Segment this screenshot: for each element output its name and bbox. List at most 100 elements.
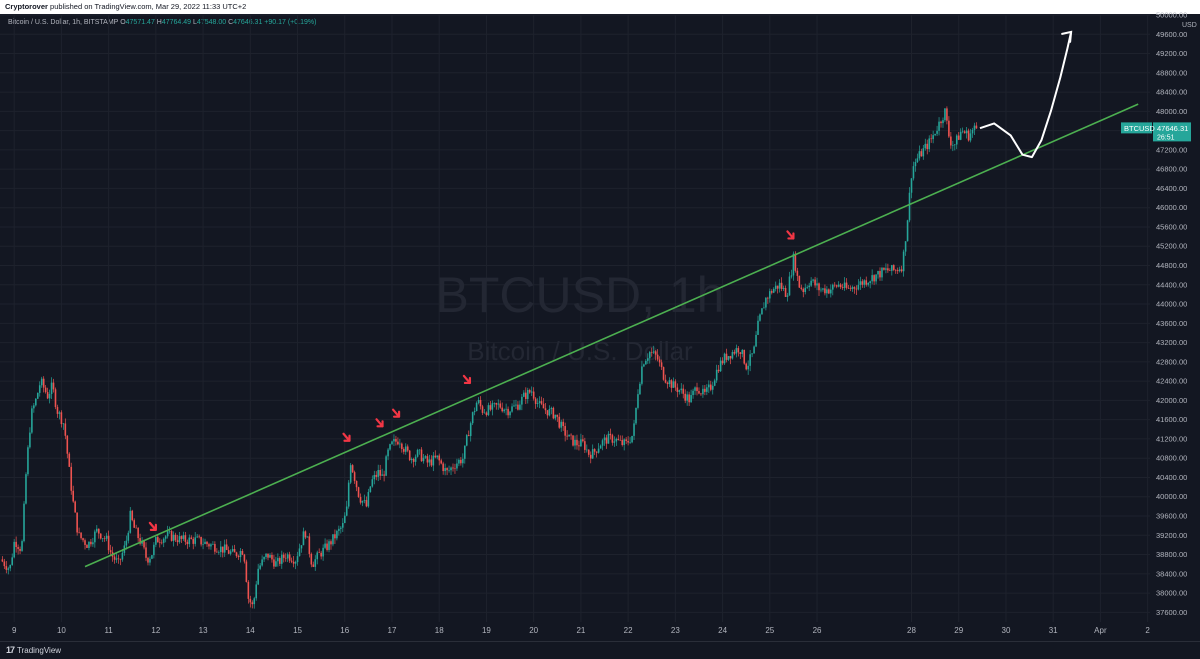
candle-body: [898, 269, 901, 272]
candle-body: [788, 276, 791, 296]
candle-body: [654, 351, 657, 355]
high-label: H: [156, 19, 162, 26]
candle-body: [64, 423, 67, 436]
price-tick-label: 48000.00: [1156, 107, 1187, 116]
candle-body: [184, 535, 187, 542]
candle-body: [401, 443, 403, 450]
candle-body: [828, 289, 830, 294]
watermark-symbol: BTCUSD, 1h: [436, 267, 725, 323]
candle-body: [231, 548, 234, 552]
time-tick-label: 16: [340, 626, 349, 635]
candle-body: [621, 440, 624, 445]
price-tick-label: 43600.00: [1156, 319, 1187, 328]
candle-body: [410, 459, 413, 461]
candle-body: [765, 297, 767, 308]
price-tick-label: 40400.00: [1156, 473, 1187, 482]
author-name[interactable]: Cryptorover: [5, 2, 48, 11]
candle-body: [747, 365, 749, 370]
candle-body: [688, 394, 690, 403]
candle-body: [103, 538, 106, 539]
candle-body: [414, 456, 417, 462]
projection-line[interactable]: [979, 31, 1073, 159]
candle-body: [674, 381, 677, 388]
candle-body: [172, 534, 175, 541]
candle-body: [513, 405, 515, 407]
candle-body: [300, 545, 303, 549]
price-axis[interactable]: 37600.00 38000.00 38400.00 38800.00 39200.00…: [1156, 11, 1197, 617]
candle-body: [365, 500, 368, 507]
candle-body: [202, 544, 204, 545]
candle-body: [818, 283, 820, 291]
candle-body: [149, 558, 151, 563]
candle-body: [709, 384, 712, 390]
candle-body: [869, 281, 871, 283]
tradingview-logo[interactable]: 17 TradingView: [6, 645, 61, 655]
symbol-title[interactable]: Bitcoin / U.S. Dollar, 1h, BITSTAMP: [8, 19, 119, 26]
candle-body: [914, 161, 917, 167]
time-tick-label: 2: [1145, 626, 1150, 635]
low-label: L: [193, 19, 197, 26]
candle-body: [806, 287, 809, 288]
candle-body: [776, 285, 779, 289]
projection-path[interactable]: [979, 30, 1073, 159]
candle-body: [13, 541, 15, 558]
candle-body: [465, 435, 468, 446]
candle-body: [113, 556, 116, 560]
time-axis[interactable]: 9 10 11 12 13 14 15 16 17 18 19 20 21 22 23 24 25 26 28 29 3…: [12, 626, 1150, 635]
candle-body: [58, 412, 61, 414]
candle-body: [684, 393, 686, 401]
tradingview-brand: TradingView: [17, 645, 62, 655]
candle-body: [757, 320, 759, 335]
support-trendline[interactable]: [84, 103, 1139, 568]
candle-body: [446, 468, 448, 471]
candle-body: [857, 284, 860, 290]
candle-body: [162, 538, 165, 543]
candle-body: [542, 403, 545, 409]
candle-body: [603, 437, 606, 441]
candle-body: [428, 459, 431, 463]
candle-body: [497, 403, 500, 405]
candle-body: [778, 282, 781, 289]
candle-body: [491, 403, 494, 410]
candle-body: [178, 536, 181, 543]
candle-body: [119, 558, 122, 560]
candle-body: [62, 423, 65, 425]
candle-body: [666, 382, 669, 385]
candle-body: [534, 398, 537, 404]
last-price-label: BTCUSD 47646.31 26:51: [1121, 122, 1191, 142]
candle-body: [357, 487, 360, 497]
price-tick-label: 44800.00: [1156, 261, 1187, 270]
candle-body: [426, 456, 429, 463]
candle-body: [493, 403, 496, 404]
candle-body: [402, 449, 405, 452]
candle-body: [458, 459, 460, 464]
candle-body: [824, 288, 826, 294]
symbol-box: [1121, 122, 1152, 134]
candle-body: [525, 392, 527, 399]
candle-body: [849, 288, 852, 290]
candle-body: [835, 285, 838, 287]
candle-body: [625, 439, 627, 441]
touch-arrow-icon: [148, 521, 157, 531]
candle-body: [855, 288, 858, 290]
candle-body: [605, 437, 608, 444]
price-tick-label: 45600.00: [1156, 222, 1187, 231]
candle-body: [219, 546, 222, 553]
time-tick-label: 31: [1049, 626, 1058, 635]
candle-body: [495, 403, 498, 405]
time-tick-label: 30: [1002, 626, 1011, 635]
trendline[interactable]: [84, 103, 1139, 568]
candle-body: [117, 558, 120, 560]
candle-body: [218, 552, 220, 553]
candle-body: [31, 408, 33, 433]
candle-body: [908, 192, 911, 221]
candle-body: [143, 540, 145, 548]
time-tick-label: 26: [813, 626, 822, 635]
time-tick-label: 21: [576, 626, 585, 635]
candle-body: [879, 271, 881, 278]
candle-body: [273, 559, 275, 567]
candle-body: [277, 558, 279, 562]
candle-body: [338, 528, 340, 531]
candle-body: [759, 314, 761, 321]
